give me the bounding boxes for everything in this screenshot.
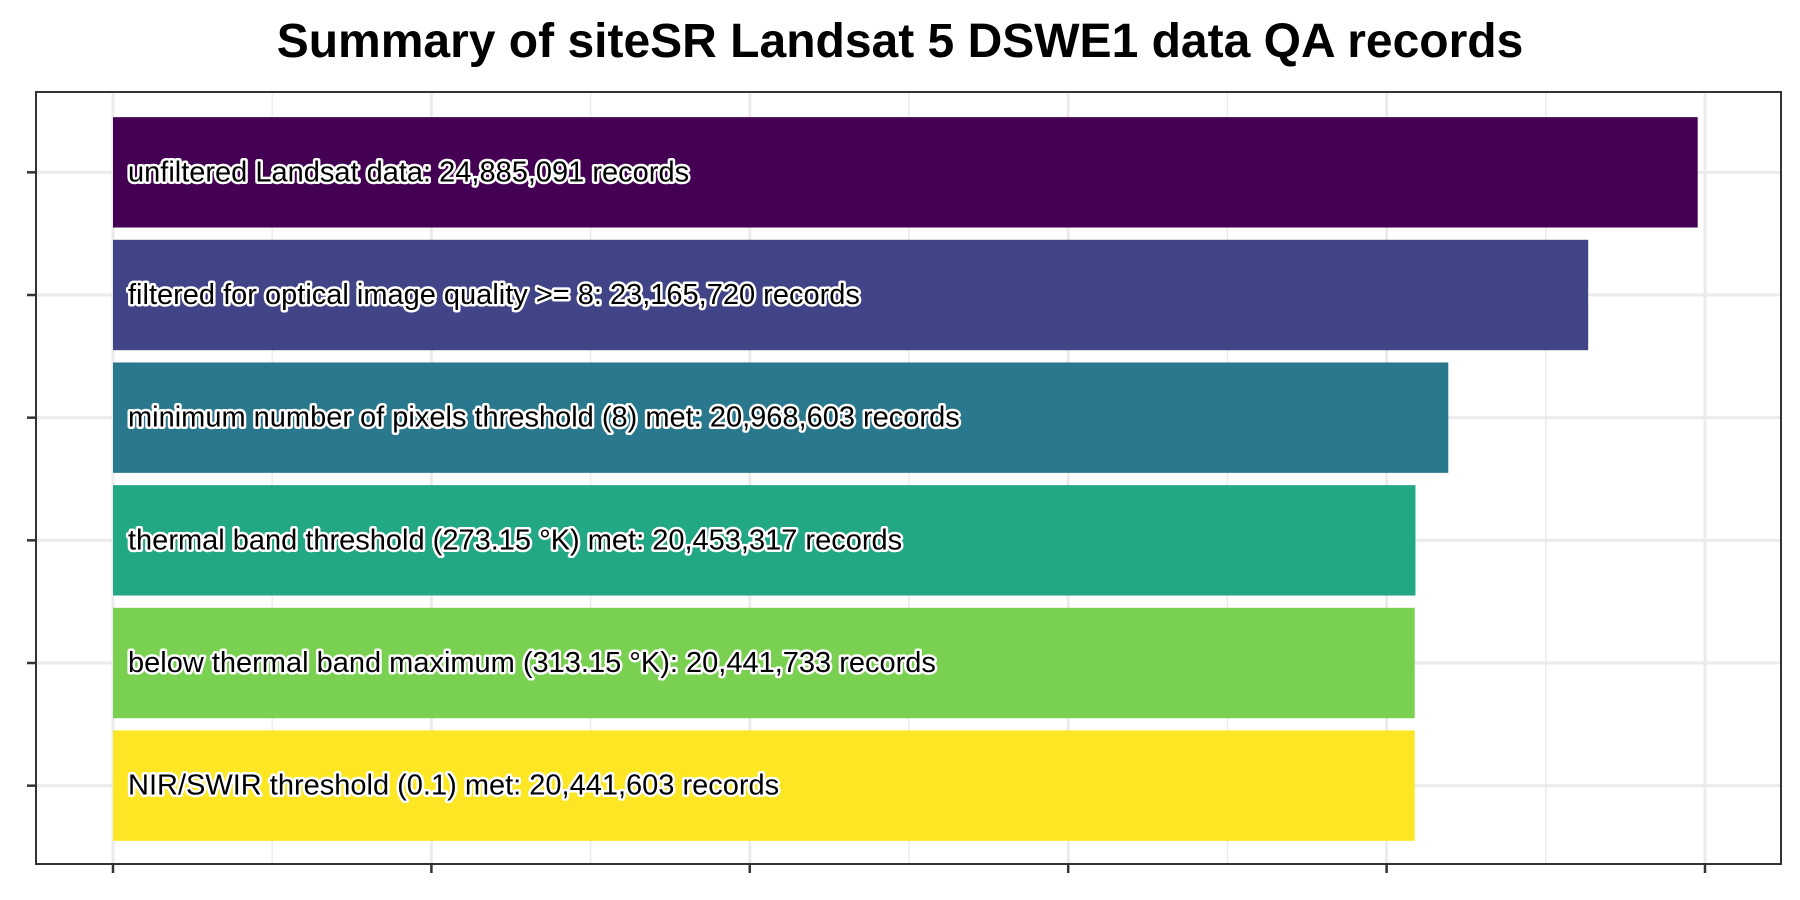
bar-5 [113,607,1415,719]
axis-ticks [27,171,1707,873]
bar-label-3: minimum number of pixels threshold (8) m… [128,402,960,434]
bar-4 [113,485,1416,596]
plot-panel-border [35,91,1782,865]
bar-labels: unfiltered Landsat data: 24,885,091 reco… [126,154,963,804]
bar-label-2: filtered for optical image quality >= 8:… [128,279,860,311]
bar-6 [113,730,1415,841]
bar-3 [113,362,1449,473]
chart-title: Summary of siteSR Landsat 5 DSWE1 data Q… [276,15,1524,68]
bar-label-5: below thermal band maximum (313.15 °K): … [128,647,936,679]
bar-1 [113,117,1698,228]
bar-label-6: NIR/SWIR threshold (0.1) met: 20,441,603… [128,770,779,802]
bars [113,117,1698,841]
bar-label-1: unfiltered Landsat data: 24,885,091 reco… [128,156,689,188]
bar-label-4: thermal band threshold (273.15 °K) met: … [128,524,902,556]
bar-2 [113,239,1589,351]
